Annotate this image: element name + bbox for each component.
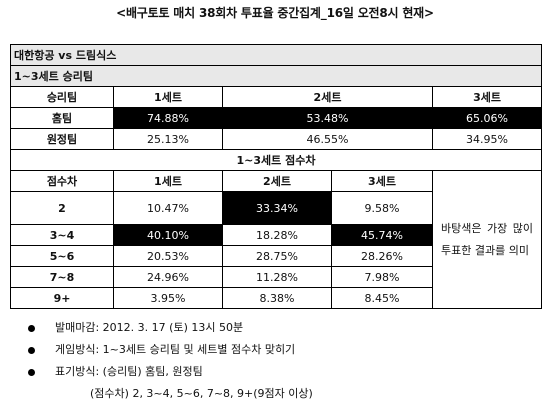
- table-header: 1세트: [113, 86, 223, 108]
- table-row: 9+ 3.95% 8.38% 8.45%: [10, 287, 542, 309]
- table-cell: 7.98%: [331, 266, 433, 288]
- notation-text: 표기방식: (승리팀) 홈팀, 원정팀: [55, 365, 203, 378]
- row-label: 9+: [10, 287, 114, 309]
- info-list: 발매마감: 2012. 3. 17 (토) 13시 50분 게임방식: 1~3세…: [28, 317, 313, 405]
- list-item: 게임방식: 1~3세트 승리팀 및 세트별 점수차 맞히기: [28, 339, 313, 361]
- table-header: 3세트: [331, 170, 433, 192]
- match-title: 대한항공 vs 드림식스: [9, 44, 543, 66]
- table-cell: 65.06%: [431, 107, 543, 129]
- notation-continuation: (점수차) 2, 3~4, 5~6, 7~8, 9+(9점자 이상): [90, 387, 313, 400]
- page-title: <배구토토 매치 38회차 투표율 중간집계_16일 오전8시 현재>: [116, 6, 434, 20]
- bullet-icon: [28, 346, 35, 354]
- bullet-icon: [28, 324, 35, 332]
- table-row: 원정팀 25.13% 46.55% 34.95%: [10, 128, 543, 150]
- table-cell: 28.26%: [331, 245, 433, 267]
- table-cell: 11.28%: [222, 266, 332, 288]
- game-method-text: 게임방식: 1~3세트 승리팀 및 세트별 점수차 맞히기: [55, 343, 296, 356]
- table-cell: 8.45%: [331, 287, 433, 309]
- row-label: 원정팀: [10, 128, 114, 150]
- table-row: 홈팀 74.88% 53.48% 65.06%: [10, 107, 543, 129]
- highlight-note: 바탕색은 가장 많이 투표한 결과를 의미: [431, 170, 543, 309]
- table-cell: 25.13%: [113, 128, 223, 150]
- table-cell: 20.53%: [113, 245, 223, 267]
- table-row: 5~6 20.53% 28.75% 28.26%: [10, 245, 542, 267]
- table-cell: 33.34%: [222, 191, 332, 225]
- table-cell: 53.48%: [222, 107, 433, 129]
- table-cell: 3.95%: [113, 287, 223, 309]
- table-cell: 10.47%: [113, 191, 223, 225]
- table-row: 3~4 40.10% 18.28% 45.74%: [10, 224, 542, 246]
- table-header: 승리팀: [10, 86, 114, 108]
- table-cell: 8.38%: [222, 287, 332, 309]
- table-cell: 9.58%: [331, 191, 433, 225]
- table-header: 1세트: [113, 170, 223, 192]
- list-item: 표기방식: (승리팀) 홈팀, 원정팀: [28, 361, 313, 383]
- table-cell: 40.10%: [113, 224, 223, 246]
- vote-rate-table: 대한항공 vs 드림식스 1~3세트 승리팀 승리팀 1세트 2세트 3세트 홈…: [9, 44, 543, 309]
- row-label: 홈팀: [10, 107, 114, 129]
- row-label: 5~6: [10, 245, 114, 267]
- table-cell: 74.88%: [113, 107, 223, 129]
- row-label: 7~8: [10, 266, 114, 288]
- row-label: 3~4: [10, 224, 114, 246]
- table-cell: 28.75%: [222, 245, 332, 267]
- table-cell: 18.28%: [222, 224, 332, 246]
- section2-title: 1~3세트 점수차: [9, 149, 543, 171]
- table-cell: 24.96%: [113, 266, 223, 288]
- table-cell: 46.55%: [222, 128, 433, 150]
- table-header: 점수차: [10, 170, 114, 192]
- list-item: 발매마감: 2012. 3. 17 (토) 13시 50분: [28, 317, 313, 339]
- list-item: (점수차) 2, 3~4, 5~6, 7~8, 9+(9점자 이상): [28, 383, 313, 405]
- row-label: 2: [10, 191, 114, 225]
- table-cell: 45.74%: [331, 224, 433, 246]
- table-header: 2세트: [222, 86, 433, 108]
- bullet-icon: [28, 368, 35, 376]
- table-cell: 34.95%: [431, 128, 543, 150]
- table-header: 2세트: [222, 170, 332, 192]
- table-row: 2 10.47% 33.34% 9.58%: [10, 191, 542, 225]
- table-header: 3세트: [431, 86, 543, 108]
- section1-title: 1~3세트 승리팀: [9, 65, 543, 87]
- table-row: 7~8 24.96% 11.28% 7.98%: [10, 266, 542, 288]
- deadline-text: 발매마감: 2012. 3. 17 (토) 13시 50분: [55, 321, 244, 334]
